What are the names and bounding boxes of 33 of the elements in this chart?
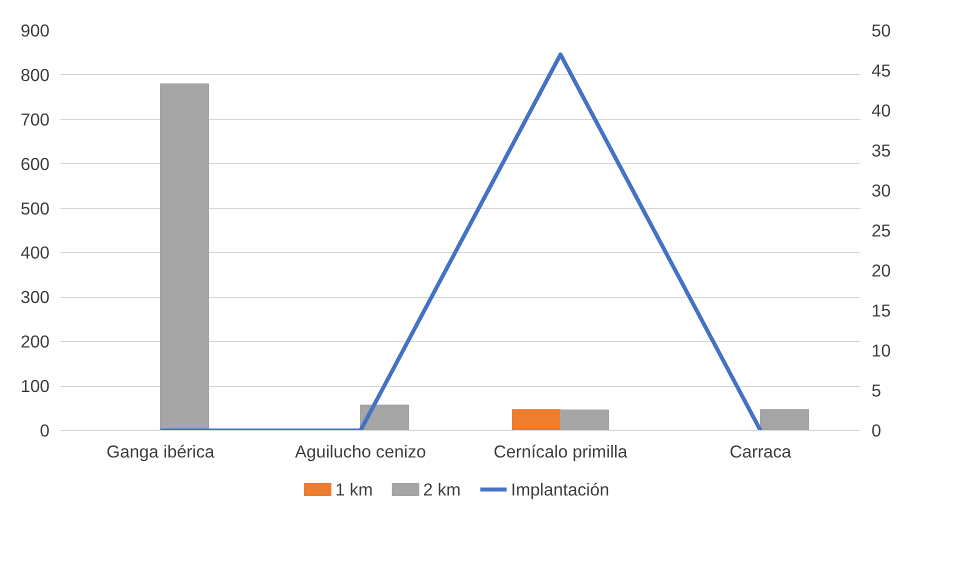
y2-tick-label: 50: [872, 20, 891, 40]
bar: [760, 409, 809, 430]
y-tick-label: 700: [20, 109, 50, 130]
legend-label: 1 km: [335, 480, 373, 500]
bar: [560, 410, 609, 430]
y-tick-label: 400: [20, 242, 50, 263]
y-tick-label: 300: [20, 287, 50, 308]
y-tick-label: 800: [20, 64, 50, 85]
y2-tick-label: 40: [872, 100, 891, 120]
y2-tick-label: 30: [872, 180, 891, 200]
y-tick-label: 0: [40, 420, 50, 440]
x-tick-label: Cernícalo primilla: [494, 442, 628, 462]
y2-tick-label: 0: [872, 420, 882, 440]
y2-tick-label: 10: [872, 340, 891, 360]
y2-tick-label: 35: [872, 140, 891, 160]
y2-tick-label: 25: [872, 220, 891, 240]
y2-tick-label: 15: [872, 300, 891, 320]
y2-tick-label: 20: [872, 260, 891, 280]
y-tick-label: 200: [20, 332, 50, 352]
y-tick-label: 500: [20, 198, 50, 218]
y-tick-label: 100: [20, 376, 50, 396]
y2-tick-label: 5: [872, 380, 882, 400]
y-tick-label: 900: [20, 20, 50, 40]
y2-tick-label: 45: [872, 60, 891, 80]
x-tick-label: Ganga ibérica: [106, 442, 215, 462]
bar: [512, 409, 561, 430]
bar: [360, 404, 409, 430]
x-tick-label: Aguilucho cenizo: [294, 442, 426, 462]
y-tick-label: 600: [20, 154, 50, 174]
legend-label: 2 km: [423, 480, 461, 500]
bar: [160, 83, 209, 430]
legend-label: Implantación: [511, 480, 610, 500]
x-tick-label: Carraca: [730, 442, 792, 462]
